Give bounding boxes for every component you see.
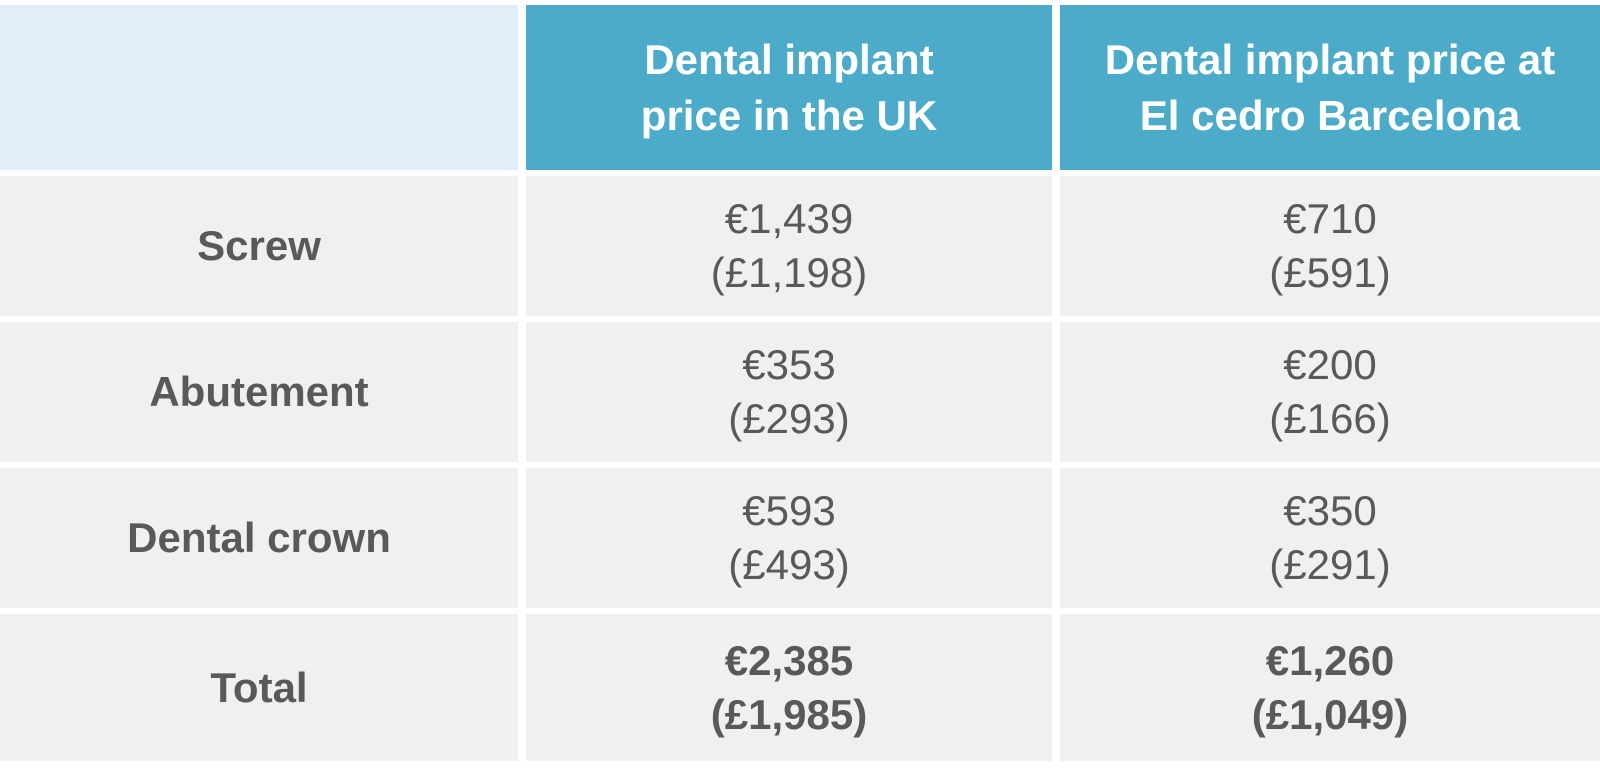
row-label-abutement: Abutement [0,322,518,462]
dental-crown-uk-gbp: (£493) [728,541,850,588]
cell-abutement-uk: €353 (£293) [526,322,1052,462]
cell-screw-barcelona: €710 (£591) [1060,176,1600,316]
row-label-dental-crown: Dental crown [0,468,518,608]
dental-crown-barcelona-eur: €350 [1283,487,1377,535]
dental-crown-uk-eur: €593 [742,487,836,535]
cell-dental-crown-barcelona: €350 (£291) [1060,468,1600,608]
total-barcelona-eur: €1,260 [1265,636,1395,684]
cell-dental-crown-uk: €593 (£493) [526,468,1052,608]
total-barcelona-gbp: (£1,049) [1251,690,1409,738]
screw-uk-gbp: (£1,198) [710,249,868,296]
cell-total-barcelona: €1,260 (£1,049) [1060,614,1600,761]
pricing-table: Dental implant price in the UK Dental im… [0,5,1600,761]
corner-header-cell [0,5,518,170]
cell-total-uk: €2,385 (£1,985) [526,614,1052,761]
abutement-uk-eur: €353 [742,341,836,389]
abutement-barcelona-eur: €200 [1283,341,1377,389]
barcelona-column-header: Dental implant price at El cedro Barcelo… [1060,5,1600,170]
uk-header-line1: Dental implant [644,36,934,84]
cell-abutement-barcelona: €200 (£166) [1060,322,1600,462]
barcelona-header-line2: El cedro Barcelona [1139,91,1521,139]
total-uk-eur: €2,385 [724,636,854,684]
uk-header-line2: price in the UK [640,91,938,139]
screw-uk-eur: €1,439 [724,195,854,243]
abutement-uk-gbp: (£293) [728,395,850,442]
abutement-barcelona-gbp: (£166) [1269,395,1391,442]
total-uk-gbp: (£1,985) [710,690,868,738]
screw-barcelona-gbp: (£591) [1269,249,1391,296]
barcelona-header-line1: Dental implant price at [1104,36,1556,84]
uk-column-header: Dental implant price in the UK [526,5,1052,170]
row-label-screw: Screw [0,176,518,316]
cell-screw-uk: €1,439 (£1,198) [526,176,1052,316]
row-label-total: Total [0,614,518,761]
dental-crown-barcelona-gbp: (£291) [1269,541,1391,588]
screw-barcelona-eur: €710 [1283,195,1377,243]
